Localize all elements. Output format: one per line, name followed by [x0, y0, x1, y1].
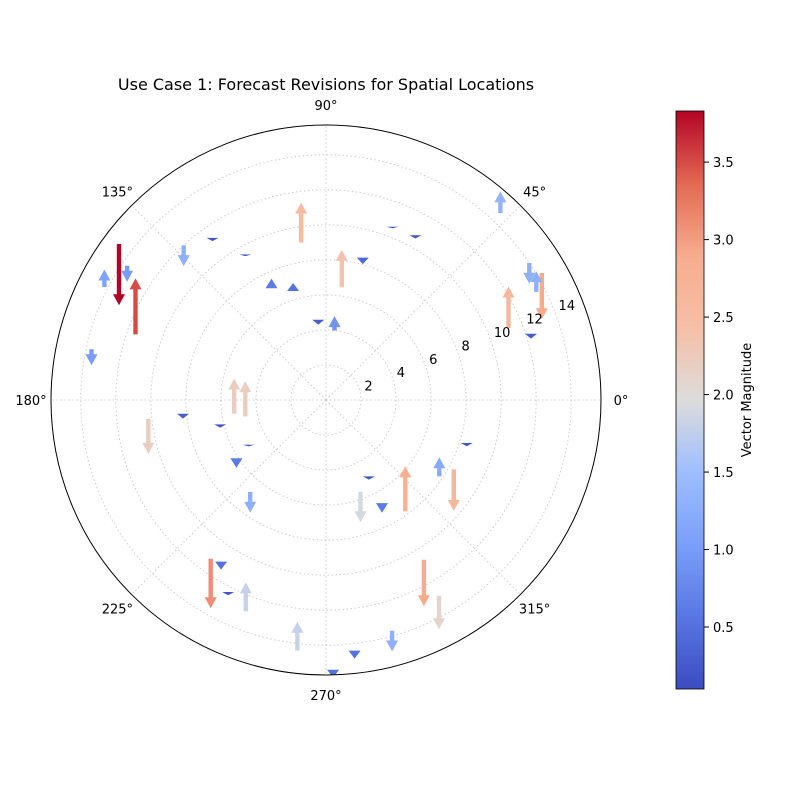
vector-arrow — [409, 235, 422, 239]
angular-gridline — [325, 399, 521, 595]
vector-arrow — [230, 458, 243, 468]
radial-tick-label: 2 — [364, 380, 372, 395]
radial-tick-label: 10 — [494, 326, 511, 341]
vector-arrow — [142, 418, 155, 454]
colorbar-gradient — [675, 110, 705, 690]
vector-arrow — [502, 286, 515, 329]
vector-arrow — [265, 278, 278, 289]
angular-tick-label: 135° — [102, 185, 133, 200]
colorbar-tick-label: 1.0 — [713, 544, 734, 559]
radial-tick-label: 14 — [559, 299, 576, 314]
vector-arrow — [177, 245, 190, 267]
colorbar-ticks: 0.5 1.0 1.5 2.0 2.5 3.0 3.5 — [704, 156, 734, 636]
chart-title: Use Case 1: Forecast Revisions for Spati… — [118, 75, 534, 94]
radial-gridline — [255, 329, 397, 471]
radial-gridline — [290, 364, 362, 436]
vector-field — [85, 191, 548, 675]
vector-arrow — [295, 202, 308, 243]
radial-tick-label: 6 — [429, 353, 437, 368]
angular-tick-label: 90° — [314, 99, 337, 114]
vector-arrow — [85, 349, 98, 366]
vector-arrow — [328, 316, 341, 331]
colorbar-label: Vector Magnitude — [740, 343, 755, 457]
vector-arrow — [494, 191, 507, 213]
colorbar-tick-label: 1.5 — [713, 466, 734, 481]
vector-arrow — [535, 272, 548, 320]
radial-tick-labels: 2 4 6 8 10 12 14 — [364, 299, 575, 394]
angular-tick-label: 45° — [523, 185, 546, 200]
angular-tick-label: 315° — [519, 603, 550, 618]
vector-arrow — [376, 503, 388, 513]
angular-tick-labels: 0° 45° 90° 135° 180° 225° 270° 315° — [15, 99, 628, 704]
vector-arrow — [530, 271, 543, 292]
radial-tick-label: 4 — [397, 366, 405, 381]
vector-arrow — [214, 424, 227, 428]
vector-arrow — [348, 650, 361, 659]
vector-arrow — [129, 278, 142, 335]
vector-arrow — [204, 558, 217, 609]
angular-gridline — [325, 205, 521, 401]
vector-arrow — [356, 257, 369, 264]
vector-arrow — [239, 254, 252, 257]
vector-arrow — [354, 491, 367, 523]
vector-arrow — [386, 630, 399, 652]
vector-arrow — [417, 559, 430, 607]
angular-tick-label: 180° — [15, 394, 46, 409]
angular-tick-label: 225° — [102, 603, 133, 618]
vector-arrow — [113, 244, 125, 306]
colorbar: 0.5 1.0 1.5 2.0 2.5 3.0 3.5 Vector Magnitude — [675, 110, 755, 690]
vector-arrow — [386, 226, 399, 229]
angular-tick-label: 0° — [614, 394, 629, 409]
radial-gridline — [115, 189, 537, 611]
vector-arrow — [244, 491, 257, 513]
radial-tick-label: 8 — [461, 339, 469, 354]
angular-tick-label: 270° — [310, 689, 341, 704]
polar-frame — [50, 124, 602, 676]
vector-arrow — [362, 476, 375, 480]
vector-arrow — [523, 262, 536, 284]
angular-gridline — [131, 399, 327, 595]
vector-arrow — [525, 333, 537, 339]
colorbar-tick-label: 0.5 — [713, 621, 734, 636]
vector-arrow — [228, 378, 241, 414]
vector-arrow — [239, 582, 252, 612]
vector-arrow — [177, 413, 189, 419]
vector-arrow — [312, 319, 325, 325]
vector-arrow — [399, 466, 412, 512]
vector-arrow — [327, 669, 340, 675]
vector-arrow — [433, 457, 446, 477]
angular-gridline — [131, 205, 327, 401]
colorbar-tick-label: 3.0 — [713, 234, 734, 249]
vector-arrow — [222, 592, 235, 596]
vector-arrow — [287, 283, 300, 291]
vector-arrow — [460, 443, 473, 447]
radial-tick-label: 12 — [526, 313, 543, 328]
colorbar-tick-label: 3.5 — [713, 156, 734, 171]
vector-arrow — [121, 265, 134, 282]
vector-arrow — [215, 561, 228, 570]
vector-arrow — [98, 269, 111, 288]
vector-arrow — [447, 469, 460, 511]
polar-grid — [51, 125, 601, 675]
vector-arrow — [433, 595, 445, 630]
vector-arrow — [239, 381, 252, 417]
colorbar-tick-label: 2.0 — [713, 389, 734, 404]
vector-arrow — [335, 249, 348, 288]
radial-gridline — [150, 224, 502, 576]
vector-arrow — [291, 621, 304, 651]
colorbar-tick-label: 2.5 — [713, 311, 734, 326]
vector-arrow — [242, 444, 255, 447]
vector-arrow — [206, 237, 219, 242]
